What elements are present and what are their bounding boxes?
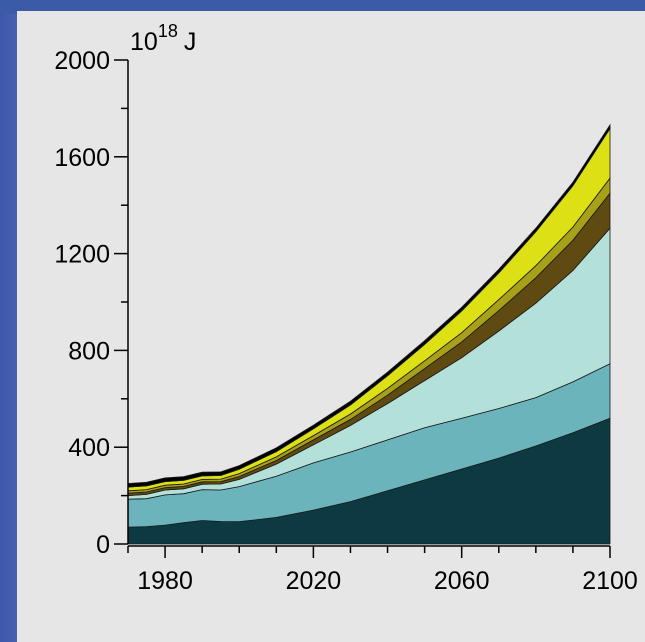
y-tick-label: 400 [68,434,110,462]
x-ticks-group: 1980 2020 2060 2100 [127,546,638,595]
y-unit-label: 1018 J [130,21,196,56]
area-series-group [127,123,611,545]
background-band [0,0,645,14]
y-tick-label: 1600 [54,144,110,172]
y-tick-label: 800 [68,337,110,365]
unit-suffix: J [184,28,197,56]
y-tick-label: 1200 [54,241,110,269]
y-tick-label: 0 [96,531,110,559]
x-tick-label: 1980 [137,567,193,595]
x-tick-label: 2060 [434,567,490,595]
y-ticks-group: 0 400 800 1200 1600 2000 [54,47,128,559]
unit-exponent: 18 [158,21,178,41]
area-series-7 [127,123,611,488]
x-tick-label: 2020 [286,567,342,595]
unit-base: 10 [130,28,158,56]
x-tick-label: 2100 [582,567,638,595]
y-tick-label: 2000 [54,47,110,75]
